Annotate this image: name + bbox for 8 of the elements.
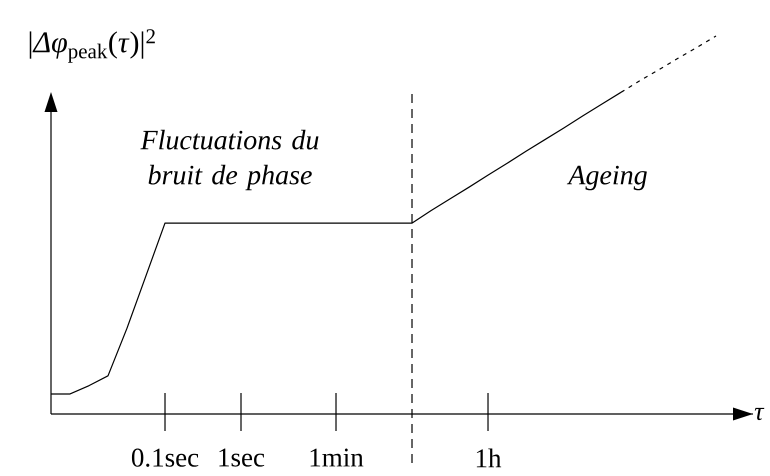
y-axis-title: |Δφ$_{peak}$(τ)|$^{2}$ (30, 29, 155, 63)
x-tick-label: 1h (476, 448, 502, 468)
x-tick-label: 1sec (219, 448, 264, 467)
annotation: Fluctuations du bruit de phase (140, 130, 318, 190)
x-axis-title: τ (754, 408, 764, 420)
x-tick-label: 1min (310, 448, 364, 466)
annotation: Ageing (566, 166, 647, 190)
x-tick-label: 0.1sec (132, 448, 198, 467)
